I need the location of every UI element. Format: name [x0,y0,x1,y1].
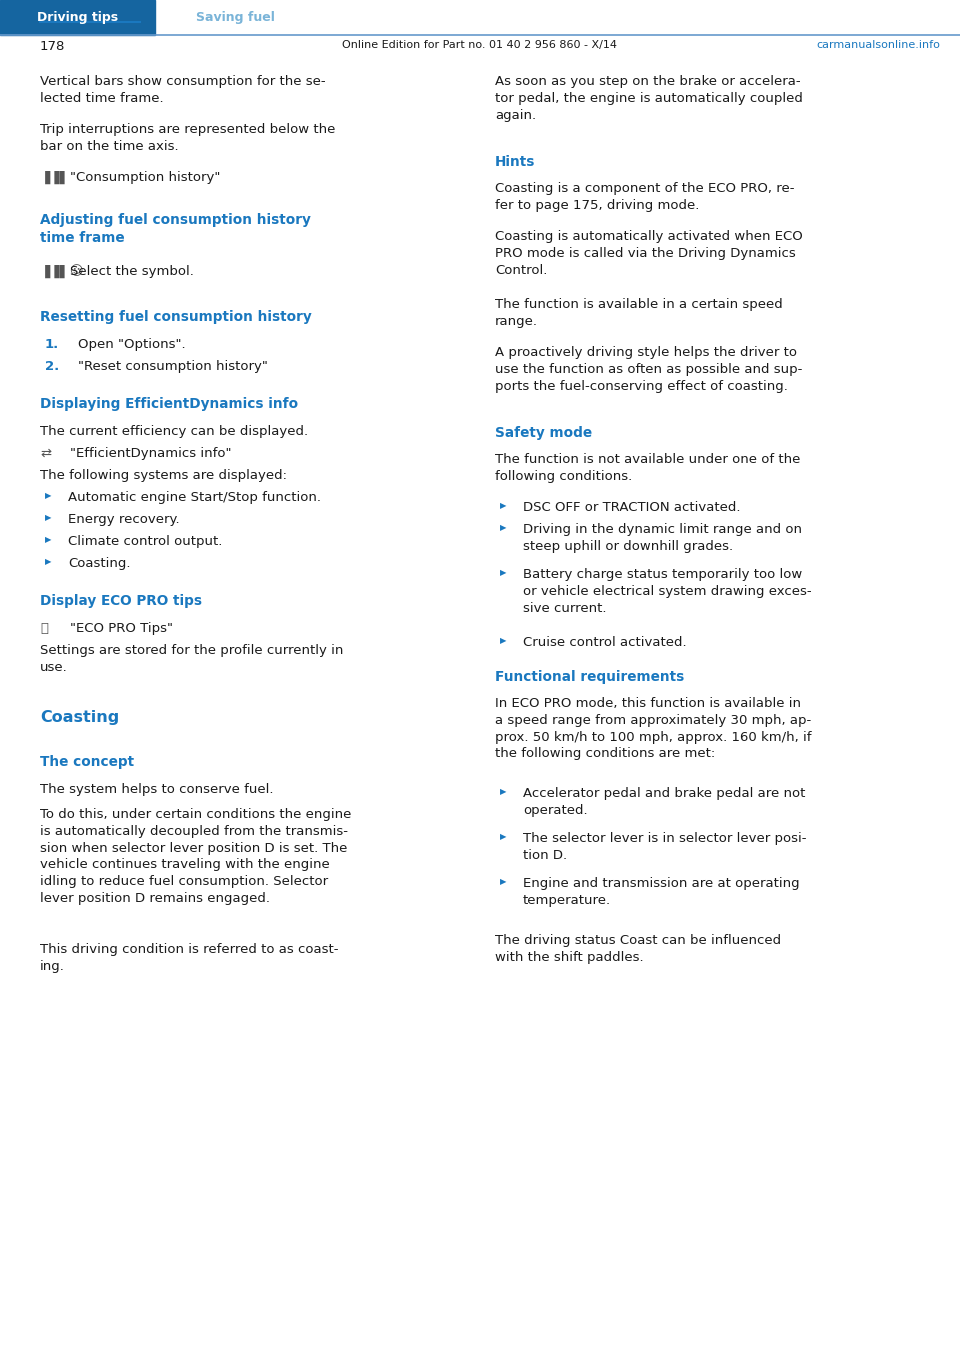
Text: ▶: ▶ [500,787,507,795]
Text: ▶: ▶ [500,832,507,840]
Text: Select the symbol.: Select the symbol. [70,266,194,278]
Text: ⓘ: ⓘ [40,622,48,635]
Text: The concept: The concept [40,755,134,770]
Text: In ECO PRO mode, this function is available in
a speed range from approximately : In ECO PRO mode, this function is availa… [495,697,811,760]
Text: DSC OFF or TRACTION activated.: DSC OFF or TRACTION activated. [523,501,740,513]
Text: ▶: ▶ [500,568,507,577]
Text: Driving tips: Driving tips [36,11,118,25]
Text: ▶: ▶ [500,636,507,646]
Text: 2.: 2. [45,360,60,373]
Text: Energy recovery.: Energy recovery. [68,513,180,526]
Text: Adjusting fuel consumption history
time frame: Adjusting fuel consumption history time … [40,212,311,245]
Text: ▐▐▌☺: ▐▐▌☺ [40,266,84,279]
Text: Saving fuel: Saving fuel [196,11,275,25]
Text: Open "Options".: Open "Options". [78,338,185,351]
Text: ▶: ▶ [45,557,52,567]
Text: "EfficientDynamics info": "EfficientDynamics info" [70,447,231,460]
Text: Settings are stored for the profile currently in
use.: Settings are stored for the profile curr… [40,644,344,674]
Text: Automatic engine Start/Stop function.: Automatic engine Start/Stop function. [68,490,321,504]
Text: Displaying EfficientDynamics info: Displaying EfficientDynamics info [40,396,299,411]
Text: ▶: ▶ [500,501,507,509]
Text: Coasting is automatically activated when ECO
PRO mode is called via the Driving : Coasting is automatically activated when… [495,230,803,276]
Text: Online Edition for Part no. 01 40 2 956 860 - X/14: Online Edition for Part no. 01 40 2 956 … [343,39,617,50]
Text: The current efficiency can be displayed.: The current efficiency can be displayed. [40,425,308,439]
Text: This driving condition is referred to as coast-
ing.: This driving condition is referred to as… [40,943,339,972]
Text: Coasting is a component of the ECO PRO, re-
fer to page 175, driving mode.: Coasting is a component of the ECO PRO, … [495,183,795,212]
Text: ▶: ▶ [500,523,507,533]
Text: ⇄: ⇄ [40,447,51,460]
Text: "Consumption history": "Consumption history" [70,172,221,184]
Text: The selector lever is in selector lever posi-
tion D.: The selector lever is in selector lever … [523,832,806,862]
Text: To do this, under certain conditions the engine
is automatically decoupled from : To do this, under certain conditions the… [40,808,351,904]
Text: ▶: ▶ [45,535,52,543]
Text: A proactively driving style helps the driver to
use the function as often as pos: A proactively driving style helps the dr… [495,346,803,392]
Bar [0,0,960,35]
Text: Trip interruptions are represented below the
bar on the time axis.: Trip interruptions are represented below… [40,123,335,153]
Text: "Reset consumption history": "Reset consumption history" [78,360,268,373]
Text: Battery charge status temporarily too low
or vehicle electrical system drawing e: Battery charge status temporarily too lo… [523,568,811,614]
Text: Safety mode: Safety mode [495,426,592,440]
Text: ▐▐▌: ▐▐▌ [40,172,71,184]
Text: 178: 178 [40,39,65,53]
Text: Coasting.: Coasting. [68,557,131,571]
Text: carmanualsonline.info: carmanualsonline.info [816,39,940,50]
Text: 1.: 1. [45,338,60,351]
Text: ▶: ▶ [45,513,52,522]
Text: Resetting fuel consumption history: Resetting fuel consumption history [40,311,312,324]
Text: The system helps to conserve fuel.: The system helps to conserve fuel. [40,783,274,795]
Text: Climate control output.: Climate control output. [68,535,223,548]
Text: The function is available in a certain speed
range.: The function is available in a certain s… [495,298,782,328]
Text: Vertical bars show consumption for the se-
lected time frame.: Vertical bars show consumption for the s… [40,75,325,105]
Text: "ECO PRO Tips": "ECO PRO Tips" [70,622,173,635]
Text: ▶: ▶ [500,877,507,887]
Text: As soon as you step on the brake or accelera-
tor pedal, the engine is automatic: As soon as you step on the brake or acce… [495,75,803,121]
Text: Hints: Hints [495,155,536,169]
Text: Display ECO PRO tips: Display ECO PRO tips [40,594,202,607]
Text: Functional requirements: Functional requirements [495,670,684,684]
Text: ▶: ▶ [45,490,52,500]
Text: The following systems are displayed:: The following systems are displayed: [40,469,287,482]
Text: The function is not available under one of the
following conditions.: The function is not available under one … [495,454,801,482]
Text: The driving status Coast can be influenced
with the shift paddles.: The driving status Coast can be influenc… [495,934,781,964]
Text: Driving in the dynamic limit range and on
steep uphill or downhill grades.: Driving in the dynamic limit range and o… [523,523,802,553]
Text: Cruise control activated.: Cruise control activated. [523,636,686,650]
Text: Engine and transmission are at operating
temperature.: Engine and transmission are at operating… [523,877,800,907]
Text: Coasting: Coasting [40,710,119,725]
Bar [0,0,155,35]
Text: Accelerator pedal and brake pedal are not
operated.: Accelerator pedal and brake pedal are no… [523,787,805,817]
